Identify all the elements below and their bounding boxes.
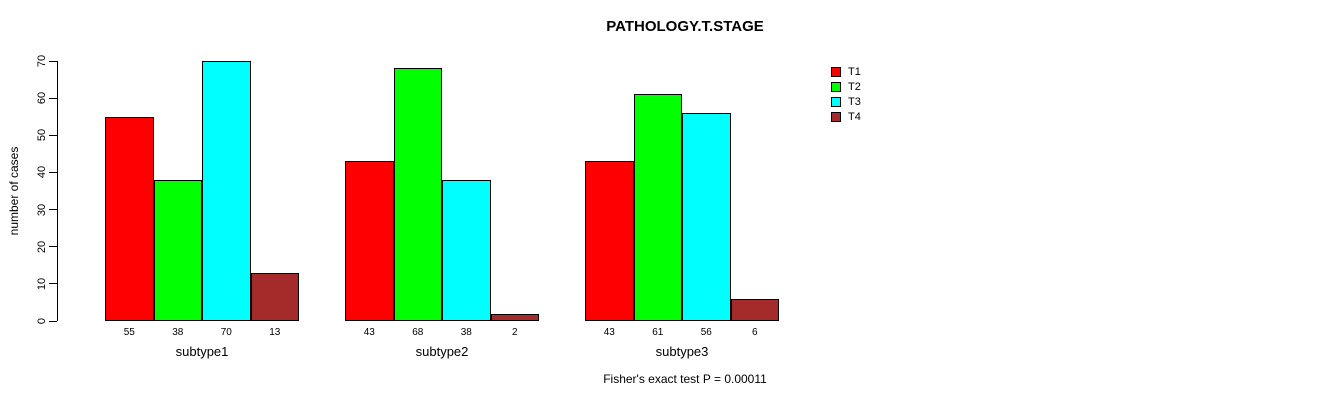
bar xyxy=(585,161,634,321)
bar-value-label: 38 xyxy=(460,327,472,338)
y-tick xyxy=(49,246,57,248)
bar xyxy=(442,179,491,321)
legend: T1 T2 T3 T4 xyxy=(831,64,861,124)
bar xyxy=(633,94,682,321)
y-tick-label: 60 xyxy=(36,92,48,105)
bar xyxy=(490,313,539,321)
bar-value-label: 55 xyxy=(123,327,135,338)
y-tick-label: 10 xyxy=(36,277,48,290)
legend-swatch-icon xyxy=(831,111,841,122)
bar-value-label: 43 xyxy=(603,327,615,338)
category-label: subtype1 xyxy=(175,344,229,359)
y-tick-label: 40 xyxy=(36,166,48,179)
bar xyxy=(250,272,299,321)
y-tick xyxy=(49,283,57,285)
y-tick-label: 30 xyxy=(36,203,48,216)
y-tick-label: 0 xyxy=(36,317,48,325)
bar xyxy=(153,179,202,321)
bar-value-label: 70 xyxy=(220,327,232,338)
bar-value-label: 2 xyxy=(511,327,518,338)
bar-value-label: 38 xyxy=(172,327,184,338)
legend-label: T1 xyxy=(848,65,861,78)
y-axis-line xyxy=(57,61,58,321)
bar-value-label: 43 xyxy=(363,327,375,338)
legend-swatch-icon xyxy=(831,96,841,107)
legend-swatch-icon xyxy=(831,66,841,77)
bar xyxy=(202,61,251,321)
y-tick xyxy=(49,320,57,322)
legend-label: T2 xyxy=(848,80,861,93)
legend-row: T4 xyxy=(831,109,861,124)
bar-value-label: 6 xyxy=(751,327,758,338)
y-tick xyxy=(49,97,57,99)
legend-row: T1 xyxy=(831,64,861,79)
legend-label: T3 xyxy=(848,95,861,108)
y-tick xyxy=(49,134,57,136)
bar xyxy=(393,68,442,321)
y-tick xyxy=(49,209,57,211)
y-tick-label: 20 xyxy=(36,240,48,253)
bar-value-label: 13 xyxy=(269,327,281,338)
bar-value-label: 68 xyxy=(412,327,424,338)
bar xyxy=(345,161,394,321)
bar xyxy=(730,298,779,321)
y-tick-label: 50 xyxy=(36,129,48,142)
category-label: subtype2 xyxy=(415,344,469,359)
annotation-text: Fisher's exact test P = 0.00011 xyxy=(603,372,767,386)
bar-value-label: 61 xyxy=(652,327,664,338)
y-axis-label: number of cases xyxy=(7,146,21,236)
legend-label: T4 xyxy=(848,110,861,123)
bar-value-label: 56 xyxy=(700,327,712,338)
legend-swatch-icon xyxy=(831,81,841,92)
chart-title: PATHOLOGY.T.STAGE xyxy=(606,18,764,35)
legend-row: T3 xyxy=(831,94,861,109)
bar xyxy=(682,113,731,321)
y-tick xyxy=(49,171,57,173)
y-tick-label: 70 xyxy=(36,54,48,68)
category-label: subtype3 xyxy=(655,344,709,359)
legend-row: T2 xyxy=(831,79,861,94)
y-tick xyxy=(49,60,57,62)
bar xyxy=(105,116,154,321)
